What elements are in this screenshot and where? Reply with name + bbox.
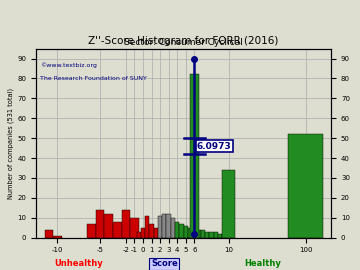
Bar bbox=[136, 232, 141, 238]
Bar bbox=[184, 226, 188, 238]
Bar bbox=[96, 210, 104, 238]
Bar bbox=[45, 230, 53, 238]
Bar bbox=[87, 224, 96, 238]
Bar bbox=[209, 232, 213, 238]
Bar bbox=[145, 216, 149, 238]
Bar bbox=[190, 75, 199, 238]
Bar bbox=[179, 224, 184, 238]
Bar bbox=[218, 234, 222, 238]
Bar bbox=[53, 236, 62, 238]
Text: Sector: Consumer Cyclical: Sector: Consumer Cyclical bbox=[124, 38, 243, 47]
Text: Unhealthy: Unhealthy bbox=[54, 259, 103, 268]
Bar bbox=[104, 214, 113, 238]
Text: Healthy: Healthy bbox=[244, 259, 281, 268]
Bar bbox=[166, 214, 171, 238]
Bar bbox=[171, 218, 175, 238]
Text: Score: Score bbox=[151, 259, 178, 268]
Bar bbox=[197, 230, 201, 238]
Bar bbox=[149, 224, 154, 238]
Bar bbox=[154, 228, 158, 238]
Bar bbox=[205, 232, 209, 238]
Bar bbox=[113, 222, 122, 238]
Bar bbox=[222, 170, 235, 238]
Text: 6.0973: 6.0973 bbox=[197, 141, 231, 151]
Bar bbox=[122, 210, 130, 238]
Bar bbox=[158, 216, 162, 238]
Title: Z''-Score Histogram for FORR (2016): Z''-Score Histogram for FORR (2016) bbox=[89, 36, 279, 46]
Bar bbox=[213, 232, 218, 238]
Bar bbox=[162, 214, 166, 238]
Bar bbox=[188, 228, 192, 238]
Bar bbox=[130, 218, 139, 238]
Text: The Research Foundation of SUNY: The Research Foundation of SUNY bbox=[40, 76, 147, 82]
Bar bbox=[288, 134, 323, 238]
Y-axis label: Number of companies (531 total): Number of companies (531 total) bbox=[8, 87, 14, 199]
Bar bbox=[201, 230, 205, 238]
Text: ©www.textbiz.org: ©www.textbiz.org bbox=[40, 63, 97, 68]
Bar bbox=[175, 222, 179, 238]
Bar bbox=[222, 234, 226, 238]
Bar bbox=[141, 228, 145, 238]
